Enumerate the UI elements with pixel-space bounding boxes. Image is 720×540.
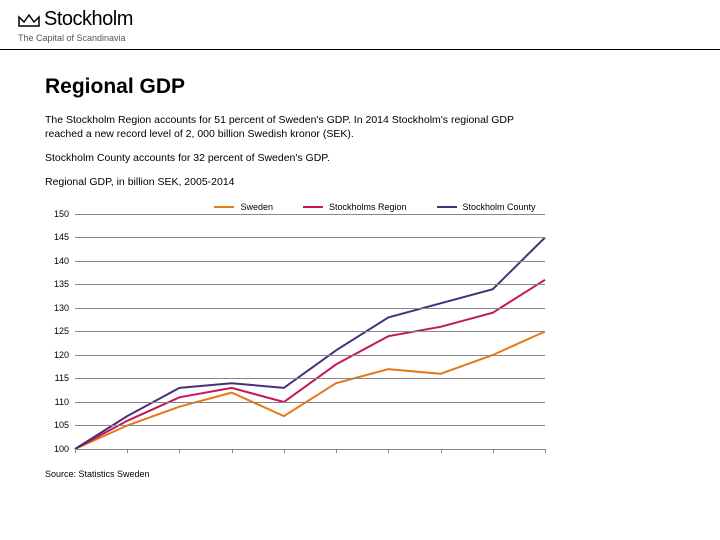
grid-line [75,237,545,238]
chart-subtitle: Regional GDP, in billion SEK, 2005-2014 [45,176,675,188]
x-tick [493,449,494,453]
series-line [75,331,545,449]
legend-item: Sweden [214,202,273,212]
legend: Sweden Stockholms Region Stockholm County [75,202,675,212]
grid-line [75,402,545,403]
page-title: Regional GDP [45,75,675,99]
y-axis-label: 110 [55,397,69,407]
grid-line [75,261,545,262]
x-tick [127,449,128,453]
y-axis-label: 135 [54,279,69,289]
y-axis-label: 115 [55,373,69,383]
series-line [75,237,545,449]
grid-line [75,214,545,215]
y-axis-label: 125 [54,326,69,336]
crown-icon [18,12,40,28]
y-axis-label: 100 [54,444,69,454]
x-tick [388,449,389,453]
line-chart: 100105110115120125130135140145150 [75,214,545,449]
y-axis-label: 140 [54,256,69,266]
grid-line [75,425,545,426]
x-tick [441,449,442,453]
y-axis-label: 130 [54,303,69,313]
legend-swatch [437,206,457,208]
logo-text: Stockholm [44,8,133,31]
tagline: The Capital of Scandinavia [18,33,702,43]
header: Stockholm The Capital of Scandinavia [0,0,720,50]
legend-item: Stockholms Region [303,202,407,212]
legend-swatch [303,206,323,208]
county-note: Stockholm County accounts for 32 percent… [45,151,535,165]
y-axis-label: 150 [54,209,69,219]
legend-label: Stockholm County [463,202,536,212]
grid-line [75,284,545,285]
legend-item: Stockholm County [437,202,536,212]
y-axis-label: 145 [54,232,69,242]
chart-container: SwedenStockholms RegionStockholm County … [45,202,675,449]
grid-line [75,378,545,379]
source: Source: Statistics Sweden [45,469,675,479]
legend-swatch [214,206,234,208]
grid-line [75,331,545,332]
y-axis-label: 105 [54,420,69,430]
x-tick [545,449,546,453]
y-axis-label: 120 [54,350,69,360]
x-tick [284,449,285,453]
x-tick [179,449,180,453]
legend-label: Stockholms Region [329,202,407,212]
legend-label: Sweden [240,202,273,212]
grid-line [75,449,545,450]
content: Regional GDP The Stockholm Region accoun… [0,50,720,489]
logo: Stockholm [18,8,702,31]
x-tick [336,449,337,453]
description: The Stockholm Region accounts for 51 per… [45,113,535,141]
grid-line [75,355,545,356]
grid-line [75,308,545,309]
x-tick [75,449,76,453]
x-tick [232,449,233,453]
series-line [75,279,545,448]
